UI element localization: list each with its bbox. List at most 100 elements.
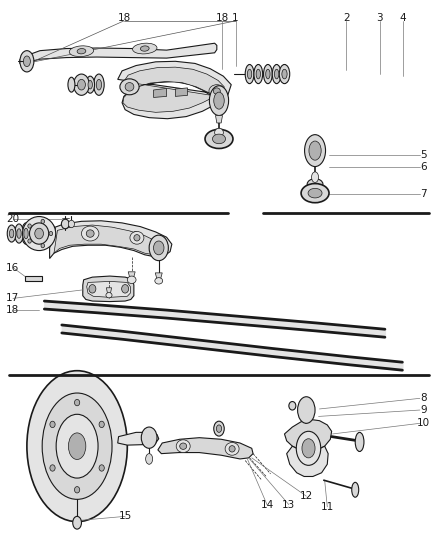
Ellipse shape	[309, 141, 321, 160]
Ellipse shape	[120, 79, 139, 95]
Ellipse shape	[125, 83, 134, 91]
Polygon shape	[153, 88, 166, 98]
Polygon shape	[118, 432, 159, 445]
Ellipse shape	[176, 440, 190, 453]
Ellipse shape	[296, 431, 321, 465]
Polygon shape	[49, 221, 172, 259]
Text: 8: 8	[420, 393, 427, 403]
Text: 18: 18	[118, 13, 131, 23]
Text: 13: 13	[282, 499, 296, 510]
Ellipse shape	[50, 421, 55, 427]
Ellipse shape	[146, 454, 152, 464]
Ellipse shape	[23, 56, 30, 67]
Polygon shape	[158, 438, 253, 459]
Ellipse shape	[301, 183, 329, 203]
Text: 7: 7	[420, 189, 427, 199]
Ellipse shape	[88, 80, 92, 89]
Ellipse shape	[311, 172, 318, 182]
Ellipse shape	[279, 64, 290, 84]
Ellipse shape	[68, 220, 74, 228]
Polygon shape	[287, 446, 328, 477]
Ellipse shape	[302, 439, 315, 458]
Ellipse shape	[24, 228, 28, 239]
Ellipse shape	[122, 285, 129, 293]
Text: 11: 11	[321, 502, 334, 512]
Ellipse shape	[29, 223, 49, 244]
Polygon shape	[175, 88, 187, 96]
Text: 15: 15	[119, 511, 132, 521]
Text: 2: 2	[343, 13, 350, 23]
Ellipse shape	[17, 229, 21, 238]
Ellipse shape	[89, 285, 96, 293]
Ellipse shape	[134, 235, 140, 241]
Ellipse shape	[149, 235, 168, 261]
Ellipse shape	[214, 92, 224, 109]
Ellipse shape	[28, 239, 32, 243]
Ellipse shape	[22, 216, 56, 251]
Ellipse shape	[74, 487, 80, 493]
Ellipse shape	[245, 64, 254, 84]
Ellipse shape	[282, 69, 287, 79]
Ellipse shape	[254, 64, 263, 84]
Ellipse shape	[94, 74, 104, 95]
Ellipse shape	[275, 69, 279, 79]
Text: 12: 12	[300, 491, 313, 501]
Ellipse shape	[141, 427, 157, 448]
Ellipse shape	[86, 76, 95, 93]
Ellipse shape	[10, 229, 14, 238]
Polygon shape	[83, 276, 134, 302]
Ellipse shape	[214, 421, 224, 436]
Ellipse shape	[130, 231, 144, 244]
Ellipse shape	[56, 414, 98, 478]
Ellipse shape	[20, 51, 34, 72]
Polygon shape	[128, 272, 135, 278]
Ellipse shape	[141, 46, 149, 51]
Ellipse shape	[215, 128, 223, 137]
Ellipse shape	[256, 69, 261, 79]
Ellipse shape	[7, 225, 16, 242]
Ellipse shape	[247, 69, 252, 79]
Ellipse shape	[41, 219, 45, 223]
Ellipse shape	[49, 231, 53, 236]
Ellipse shape	[209, 85, 225, 98]
Ellipse shape	[355, 432, 364, 451]
Text: 10: 10	[417, 418, 430, 429]
Ellipse shape	[21, 223, 30, 244]
Text: 14: 14	[261, 499, 274, 510]
Ellipse shape	[153, 241, 164, 255]
Ellipse shape	[69, 46, 94, 56]
Ellipse shape	[41, 244, 45, 248]
Ellipse shape	[81, 226, 99, 241]
Ellipse shape	[96, 79, 102, 90]
Ellipse shape	[297, 397, 315, 423]
Polygon shape	[31, 43, 217, 61]
Ellipse shape	[42, 393, 112, 499]
Ellipse shape	[99, 421, 104, 427]
Ellipse shape	[127, 276, 136, 284]
Ellipse shape	[133, 43, 157, 54]
Ellipse shape	[73, 516, 81, 529]
Text: 17: 17	[6, 293, 20, 303]
Ellipse shape	[28, 224, 32, 228]
Polygon shape	[118, 61, 231, 119]
Text: 3: 3	[376, 13, 383, 23]
Ellipse shape	[289, 401, 296, 410]
Polygon shape	[25, 276, 42, 281]
Ellipse shape	[307, 179, 323, 189]
Text: 19: 19	[127, 231, 141, 241]
Text: 6: 6	[420, 161, 427, 172]
Polygon shape	[123, 67, 224, 112]
Text: 5: 5	[420, 150, 427, 160]
Polygon shape	[54, 225, 161, 255]
Ellipse shape	[213, 88, 220, 94]
Ellipse shape	[74, 74, 89, 95]
Text: 1: 1	[232, 13, 239, 23]
Ellipse shape	[78, 79, 85, 90]
Ellipse shape	[14, 224, 23, 243]
Ellipse shape	[180, 443, 187, 449]
Text: 9: 9	[420, 405, 427, 415]
Ellipse shape	[99, 465, 104, 471]
Text: 18: 18	[216, 13, 229, 23]
Polygon shape	[215, 116, 223, 123]
Polygon shape	[87, 281, 131, 297]
